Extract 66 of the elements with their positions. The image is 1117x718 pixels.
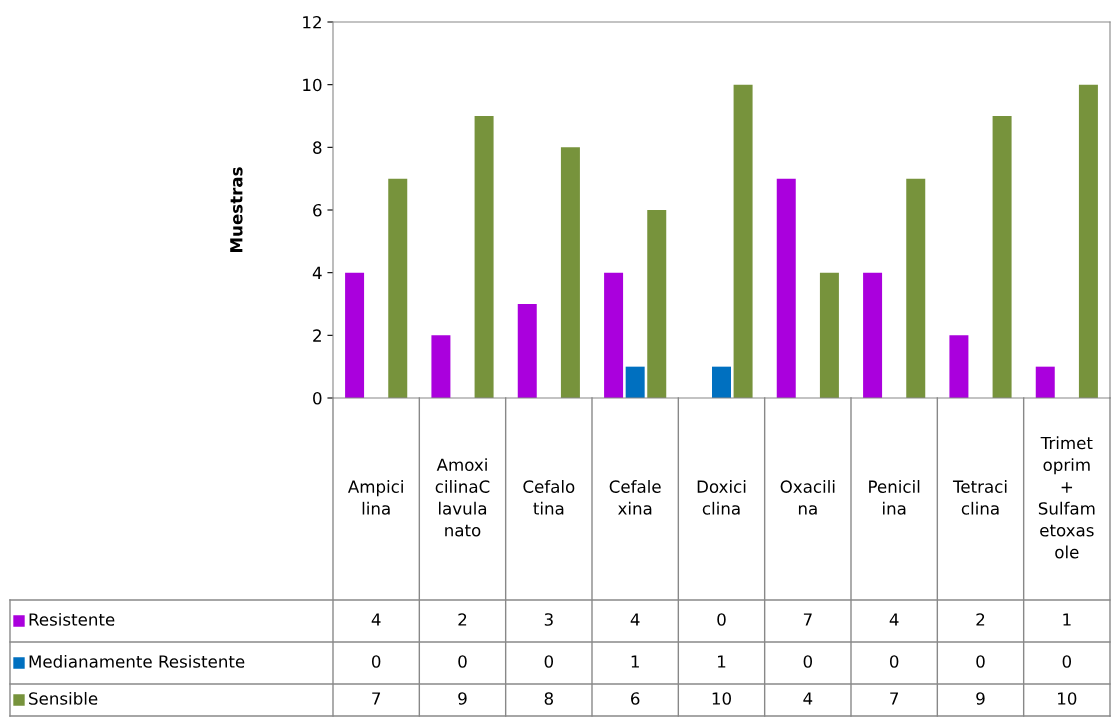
data-label: 0 bbox=[1062, 655, 1072, 668]
bar bbox=[712, 366, 731, 398]
data-label: 1 bbox=[718, 655, 726, 668]
y-tick-label: 10 bbox=[303, 78, 322, 92]
data-label: 7 bbox=[372, 692, 381, 705]
bar bbox=[517, 304, 537, 398]
y-tick-label: 12 bbox=[303, 15, 321, 29]
bar bbox=[345, 272, 365, 398]
y-tick-label: 4 bbox=[312, 266, 322, 279]
data-label: 9 bbox=[976, 692, 985, 705]
data-label: 2 bbox=[976, 613, 985, 626]
bar bbox=[474, 116, 494, 398]
bar bbox=[906, 178, 926, 398]
data-label: 7 bbox=[890, 692, 899, 705]
data-label: 1 bbox=[631, 655, 639, 668]
data-label: 6 bbox=[631, 692, 640, 705]
bar bbox=[604, 272, 624, 398]
x-tick-label: Ampici lina bbox=[347, 480, 403, 515]
legend-label: Sensible bbox=[29, 691, 98, 705]
x-tick-label: Cefale xina bbox=[609, 480, 661, 515]
y-tick-label: 2 bbox=[313, 329, 321, 342]
x-tick-label: Doxici clina bbox=[697, 480, 746, 515]
x-tick-label: Penicil ina bbox=[869, 480, 920, 515]
data-label: 0 bbox=[371, 655, 381, 668]
data-label: 0 bbox=[889, 655, 899, 668]
data-label: 0 bbox=[803, 655, 813, 668]
data-label: 0 bbox=[544, 655, 554, 668]
data-label: 1 bbox=[1063, 613, 1071, 626]
bar bbox=[733, 84, 753, 398]
legend-label: Resistente bbox=[29, 612, 115, 626]
bar bbox=[1078, 84, 1098, 398]
bar bbox=[388, 178, 408, 398]
x-tick-label: Oxacili na bbox=[780, 480, 835, 515]
data-label: 4 bbox=[889, 613, 899, 626]
bar bbox=[431, 335, 451, 398]
y-tick-label: 6 bbox=[313, 203, 322, 217]
y-tick-label: 8 bbox=[313, 141, 322, 154]
x-tick-label: Cefalo tina bbox=[523, 480, 575, 515]
data-label: 4 bbox=[803, 692, 813, 705]
data-label: 4 bbox=[371, 613, 381, 626]
bar bbox=[1035, 366, 1055, 398]
x-tick-label: Tetraci clina bbox=[952, 480, 1007, 515]
data-label: 0 bbox=[976, 655, 985, 668]
data-label: 0 bbox=[717, 613, 726, 626]
data-label: 7 bbox=[803, 613, 812, 626]
data-label: 0 bbox=[458, 655, 467, 668]
data-label: 10 bbox=[712, 692, 731, 705]
data-label: 2 bbox=[458, 613, 467, 626]
bar bbox=[560, 147, 580, 398]
bar bbox=[647, 210, 667, 398]
data-label: 4 bbox=[630, 613, 640, 626]
bar bbox=[949, 335, 969, 398]
bar bbox=[863, 272, 883, 398]
x-tick-label: Amoxi cilinaC lavula nato bbox=[435, 458, 490, 537]
bar bbox=[625, 366, 645, 398]
x-tick-label: Trimet oprim + Sulfam etoxas ole bbox=[1038, 436, 1095, 559]
data-label: 3 bbox=[544, 613, 553, 626]
bar bbox=[819, 272, 839, 398]
data-label: 10 bbox=[1058, 692, 1077, 705]
data-label: 8 bbox=[544, 692, 553, 705]
bar bbox=[992, 116, 1012, 398]
bar bbox=[776, 178, 796, 398]
legend-label: Medianamente Resistente bbox=[29, 654, 245, 668]
y-tick-label: 0 bbox=[313, 391, 322, 405]
data-label: 9 bbox=[458, 692, 467, 705]
y-axis-title: Muestras bbox=[230, 167, 243, 252]
